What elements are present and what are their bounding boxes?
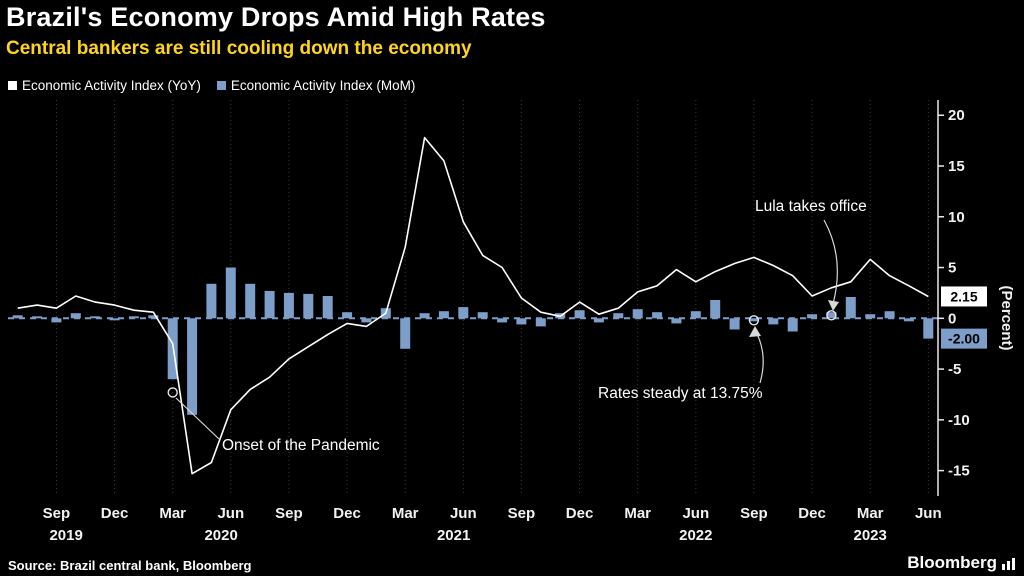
svg-text:-5: -5 [948,361,961,378]
y-axis-label: (Percent) [998,285,1015,351]
svg-text:20: 20 [948,107,965,124]
source-text: Source: Brazil central bank, Bloomberg [8,558,252,573]
svg-text:Mar: Mar [624,505,651,522]
legend-label-yoy: Economic Activity Index (YoY) [22,78,201,93]
svg-text:Dec: Dec [566,505,594,522]
footer: Source: Brazil central bank, Bloomberg B… [0,553,1024,573]
svg-text:10: 10 [948,209,965,226]
svg-text:Jun: Jun [915,505,942,522]
svg-text:Dec: Dec [333,505,361,522]
chart-title: Brazil's Economy Drops Amid High Rates [6,2,546,32]
svg-text:0: 0 [948,310,956,327]
svg-text:2022: 2022 [679,527,712,544]
svg-text:-15: -15 [948,463,970,480]
chart-subtitle: Central bankers are still cooling down t… [6,38,472,59]
svg-text:Mar: Mar [857,505,884,522]
svg-text:Sep: Sep [740,505,768,522]
bloomberg-wordmark: Bloomberg [907,553,997,572]
svg-text:Sep: Sep [508,505,536,522]
svg-text:2020: 2020 [204,527,237,544]
svg-text:Sep: Sep [43,505,71,522]
svg-text:Jun: Jun [217,505,244,522]
svg-text:-2.00: -2.00 [948,331,980,347]
svg-text:Dec: Dec [101,505,129,522]
legend: Economic Activity Index (YoY) Economic A… [8,78,415,93]
svg-text:Jun: Jun [682,505,709,522]
svg-text:Mar: Mar [392,505,419,522]
svg-text:2019: 2019 [49,527,82,544]
svg-text:15: 15 [948,158,965,175]
svg-text:2023: 2023 [854,527,887,544]
bloomberg-chart-icon [1002,557,1015,570]
svg-text:Dec: Dec [798,505,826,522]
svg-text:Jun: Jun [450,505,477,522]
chart-canvas: 20 15 10 5 0 -5 -10 -15 Sep Dec Mar Jun Sep Dec Mar Jun… [8,100,987,544]
svg-text:5: 5 [948,260,956,277]
legend-item-yoy: Economic Activity Index (YoY) [8,78,201,93]
bloomberg-logo: Bloomberg [907,553,1016,573]
legend-item-mom: Economic Activity Index (MoM) [216,78,416,93]
svg-text:2021: 2021 [437,527,470,544]
svg-text:Lula takes office: Lula takes office [755,198,867,215]
svg-text:Sep: Sep [275,505,303,522]
svg-text:-10: -10 [948,412,970,429]
legend-label-mom: Economic Activity Index (MoM) [230,78,416,93]
legend-swatch-yoy-icon [8,81,17,90]
legend-swatch-mom-icon [216,81,226,90]
svg-text:Rates steady at 13.75%: Rates steady at 13.75% [598,385,763,402]
svg-text:Onset of the Pandemic: Onset of the Pandemic [222,437,380,454]
svg-text:Mar: Mar [159,505,186,522]
svg-text:2.15: 2.15 [950,288,977,304]
